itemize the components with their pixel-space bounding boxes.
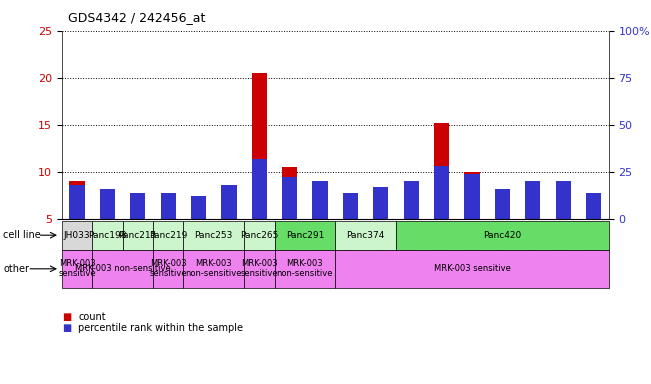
Bar [130,192,145,219]
Text: percentile rank within the sample: percentile rank within the sample [78,323,243,333]
Bar [312,182,327,219]
Text: Panc215: Panc215 [118,231,157,240]
Bar [161,192,176,219]
Bar [70,181,85,219]
Bar [373,198,389,219]
Text: Panc420: Panc420 [483,231,521,240]
Bar [586,200,601,219]
Text: Panc198: Panc198 [88,231,127,240]
Text: count: count [78,312,105,322]
Text: Panc374: Panc374 [346,231,385,240]
Bar [525,181,540,219]
Bar [343,192,358,219]
Bar [404,191,419,219]
Text: other: other [3,264,29,274]
Bar [252,159,267,219]
Bar [464,172,480,219]
Bar [464,174,480,219]
Text: ■: ■ [62,312,71,322]
Bar [191,196,206,219]
Bar [130,200,145,219]
Bar [373,187,389,219]
Bar [555,187,571,219]
Bar [343,207,358,219]
Bar [70,185,85,219]
Bar [495,197,510,219]
Bar [161,204,176,219]
Bar [434,123,449,219]
Bar [282,167,298,219]
Text: MRK-003
non-sensitive: MRK-003 non-sensitive [277,259,333,278]
Bar [100,194,115,219]
Text: GDS4342 / 242456_at: GDS4342 / 242456_at [68,12,206,25]
Bar [495,189,510,219]
Text: Panc219: Panc219 [149,231,187,240]
Bar [434,166,449,219]
Text: MRK-003
non-sensitive: MRK-003 non-sensitive [186,259,242,278]
Text: Panc291: Panc291 [286,231,324,240]
Text: MRK-003
sensitive: MRK-003 sensitive [240,259,278,278]
Text: MRK-003
sensitive: MRK-003 sensitive [58,259,96,278]
Bar [221,185,236,219]
Bar [252,73,267,219]
Bar [221,192,236,219]
Text: Panc253: Panc253 [195,231,233,240]
Bar [312,181,327,219]
Bar [525,181,540,219]
Text: MRK-003
sensitive: MRK-003 sensitive [149,259,187,278]
Text: MRK-003 sensitive: MRK-003 sensitive [434,264,510,273]
Bar [100,189,115,219]
Text: Panc265: Panc265 [240,231,279,240]
Bar [555,181,571,219]
Text: MRK-003 non-sensitive: MRK-003 non-sensitive [75,264,171,273]
Bar [586,192,601,219]
Text: ■: ■ [62,323,71,333]
Text: cell line: cell line [3,230,41,240]
Bar [404,181,419,219]
Bar [282,177,298,219]
Bar [191,200,206,219]
Text: JH033: JH033 [64,231,90,240]
